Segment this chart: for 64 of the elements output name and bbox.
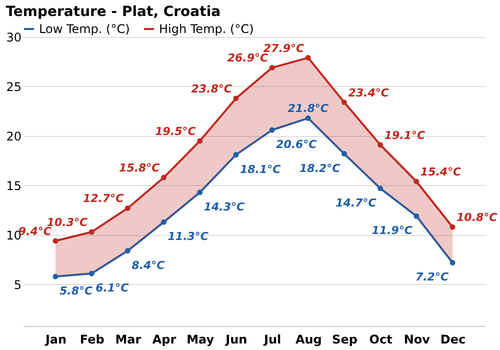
x-tick-label: Jun [224,332,248,346]
x-tick-label: Apr [152,332,176,346]
x-tick-label: Mar [115,332,142,346]
point [378,186,384,192]
point [197,138,203,144]
x-tick-label: Oct [369,332,393,346]
y-tick-label: 25 [6,80,22,94]
data-label: 8.4°C [132,258,165,272]
y-tick-label: 30 [6,30,22,44]
point [88,229,94,235]
point [52,274,58,280]
data-label: 6.1°C [96,282,129,295]
point [88,270,94,276]
x-tick-label: Dec [440,332,466,346]
point [414,178,420,184]
y-tick-label: 5 [14,278,22,292]
data-label: 23.8°C [191,82,232,96]
data-label: 12.7°C [82,192,124,206]
point [414,213,420,219]
point [450,260,456,266]
data-label: 11.3°C [168,230,208,244]
point [161,219,167,225]
y-tick-label: 20 [6,129,22,144]
point [161,174,167,180]
point [305,115,311,121]
point [197,190,203,196]
point [233,96,239,102]
data-label: 11.9°C [372,224,412,238]
data-label: 10.8°C [456,211,498,224]
data-label: 15.8°C [119,162,160,175]
point [269,127,275,133]
point [233,152,239,158]
x-tick-label: Jan [44,332,67,346]
point [124,205,130,211]
legend-label: Low Temp. (°C) [39,22,130,36]
x-tick-label: Aug [295,332,322,346]
data-label: 18.1°C [240,162,281,176]
point [305,55,311,61]
data-label: 23.4°C [348,86,389,100]
point [378,142,384,148]
x-tick-label: Jul [262,332,282,346]
data-label: 21.8°C [288,102,328,116]
data-label: 18.2°C [300,162,340,175]
point [269,64,275,70]
point [341,151,347,157]
legend-label: High Temp. (°C) [159,22,254,36]
data-label: 14.7°C [336,196,376,210]
chart-title: Temperature - Plat, Croatia [6,4,221,20]
x-tick-label: May [186,332,214,346]
data-label: 5.8°C [59,284,93,298]
point [124,248,130,254]
data-label: 14.3°C [204,200,245,214]
y-tick-label: 15 [6,178,22,193]
data-label: 19.5°C [155,124,196,138]
point [450,224,456,230]
x-tick-label: Sep [332,332,358,346]
data-label: 15.4°C [420,166,462,178]
data-label: 7.2°C [415,270,449,284]
x-tick-label: Feb [80,332,105,346]
x-tick-label: Nov [404,332,430,346]
data-label: 19.1°C [384,128,426,142]
point [52,238,58,244]
point [341,100,347,106]
data-label: 20.6°C [276,138,317,152]
